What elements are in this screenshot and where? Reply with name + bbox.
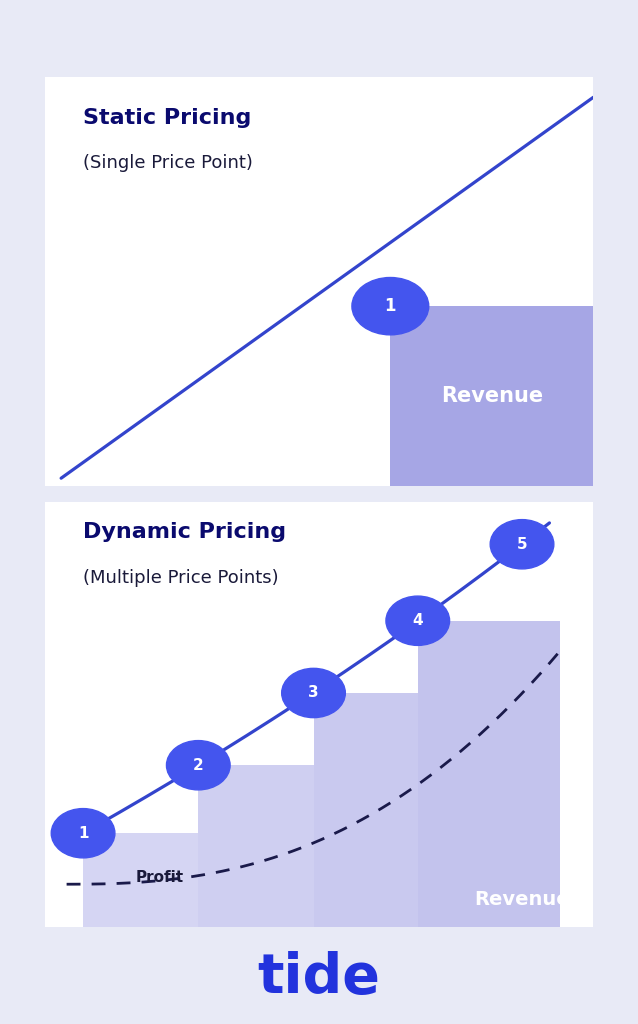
Text: (Single Price Point): (Single Price Point)	[83, 154, 253, 172]
Bar	[418, 621, 560, 927]
Text: Revenue: Revenue	[441, 386, 543, 407]
Circle shape	[386, 596, 450, 645]
Text: Static Pricing: Static Pricing	[83, 108, 251, 128]
Text: 1: 1	[78, 825, 88, 841]
FancyBboxPatch shape	[28, 65, 610, 499]
Bar	[390, 306, 593, 486]
Circle shape	[352, 278, 429, 335]
Text: 5: 5	[517, 537, 528, 552]
Text: 2: 2	[193, 758, 204, 773]
FancyBboxPatch shape	[28, 489, 610, 939]
Bar	[198, 765, 313, 927]
Text: Profit: Profit	[136, 870, 184, 886]
Bar	[313, 693, 418, 927]
Text: Dynamic Pricing: Dynamic Pricing	[83, 521, 286, 542]
Circle shape	[490, 519, 554, 569]
Text: tide: tide	[258, 951, 380, 1005]
Bar	[83, 834, 198, 927]
Circle shape	[167, 740, 230, 790]
Circle shape	[282, 669, 345, 718]
Text: 1: 1	[385, 297, 396, 315]
Text: 4: 4	[412, 613, 423, 629]
Text: (Multiple Price Points): (Multiple Price Points)	[83, 569, 279, 587]
Text: 3: 3	[308, 685, 319, 700]
Circle shape	[51, 809, 115, 858]
Text: Revenue: Revenue	[474, 890, 570, 908]
